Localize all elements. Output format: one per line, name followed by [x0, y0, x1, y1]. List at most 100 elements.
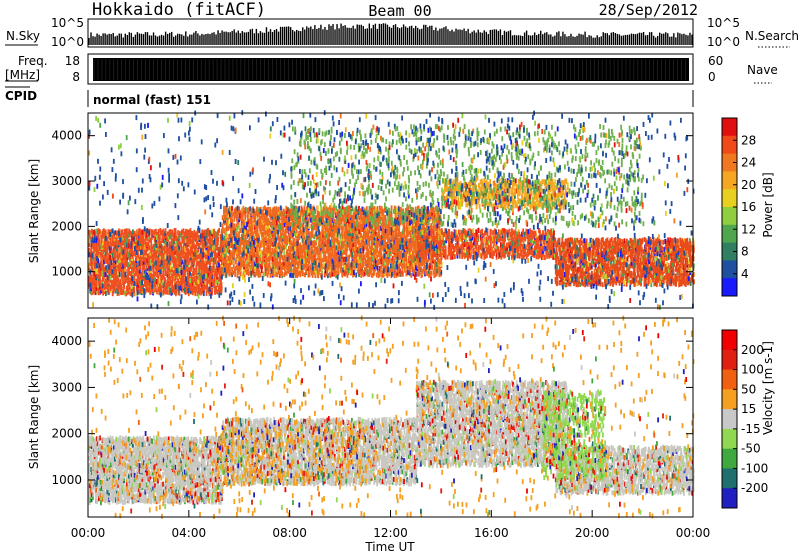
heat-cell — [392, 235, 395, 241]
heat-cell — [161, 238, 163, 243]
nsearch-tick-top: 10^5 — [707, 16, 740, 30]
heat-cell — [223, 244, 226, 250]
heat-cell — [192, 287, 195, 293]
heat-cell — [350, 243, 353, 249]
heat-cell — [348, 263, 351, 269]
heat-cell — [276, 245, 279, 251]
heat-cell — [322, 213, 325, 219]
heat-cell — [111, 279, 113, 285]
heat-cell — [285, 270, 288, 276]
heat-cell — [337, 249, 340, 255]
heat-cell — [368, 228, 371, 234]
heat-cell — [368, 244, 371, 250]
heat-cell — [109, 275, 112, 281]
heat-cell — [323, 221, 326, 227]
heat-cell — [293, 231, 296, 237]
heat-cell — [290, 261, 293, 267]
heat-cell — [238, 253, 241, 259]
heat-cell — [349, 212, 352, 218]
heat-cell — [245, 225, 247, 230]
heat-cell — [331, 240, 334, 246]
heat-cell — [133, 260, 136, 266]
heat-cell — [276, 229, 278, 235]
heat-cell — [162, 259, 164, 265]
heat-cell — [331, 207, 334, 213]
heat-cell — [146, 253, 149, 259]
heat-cell — [256, 245, 258, 250]
heat-cell — [296, 221, 299, 227]
heat-cell — [95, 259, 98, 265]
heat-cell — [174, 231, 177, 237]
heat-cell — [106, 231, 109, 237]
heat-cell — [116, 235, 118, 241]
heat-cell — [217, 285, 220, 291]
heat-cell — [352, 238, 354, 244]
heat-cell — [290, 266, 293, 271]
power-heatmap — [88, 110, 695, 310]
heat-cell — [265, 251, 268, 257]
heat-cell — [225, 213, 228, 219]
heat-cell — [102, 232, 105, 238]
heat-cell — [360, 272, 363, 278]
heat-cell — [295, 259, 298, 265]
heat-cell — [341, 242, 343, 248]
heat-cell — [255, 258, 257, 264]
heat-cell — [176, 251, 179, 257]
heat-cell — [250, 254, 253, 260]
heat-cell — [162, 263, 165, 269]
heat-cell — [126, 237, 128, 243]
heat-cell — [131, 253, 134, 259]
heat-cell — [344, 219, 346, 224]
heat-cell — [371, 243, 374, 249]
heat-cell — [102, 290, 104, 296]
heat-cell — [365, 246, 368, 252]
heat-cell — [123, 254, 126, 260]
heat-cell — [270, 222, 273, 228]
heat-cell — [186, 252, 188, 258]
heat-cell — [338, 260, 341, 266]
heat-cell — [374, 242, 377, 248]
heat-cell — [263, 271, 265, 277]
heat-cell — [375, 245, 378, 251]
heat-cell — [236, 273, 239, 279]
heat-cell — [221, 215, 224, 221]
heat-cell — [267, 257, 269, 263]
heat-cell — [129, 264, 132, 269]
heat-cell — [209, 229, 211, 235]
heat-cell — [116, 284, 119, 290]
heat-cell — [151, 253, 154, 259]
heat-cell — [303, 205, 306, 211]
heat-cell — [223, 235, 226, 241]
heat-cell — [131, 243, 134, 249]
heat-cell — [247, 261, 249, 266]
heat-cell — [107, 229, 110, 235]
heat-cell — [297, 248, 299, 254]
heat-cell — [135, 278, 138, 284]
heat-cell — [185, 246, 188, 251]
heat-cell — [167, 280, 170, 286]
heat-cell — [186, 276, 189, 282]
heat-cell — [394, 239, 397, 244]
heat-cell — [216, 282, 219, 288]
heat-cell — [221, 228, 223, 234]
heat-cell — [308, 223, 310, 229]
heat-cell — [266, 218, 268, 224]
heat-cell — [285, 262, 288, 268]
heat-cell — [308, 241, 311, 247]
heat-cell — [157, 287, 160, 293]
heat-cell — [260, 263, 262, 269]
heat-cell — [351, 236, 353, 242]
heat-cell — [187, 277, 190, 283]
heat-cell — [264, 216, 267, 222]
heat-cell — [343, 231, 346, 237]
heat-cell — [335, 262, 338, 268]
heat-cell — [122, 283, 125, 289]
heat-cell — [265, 248, 268, 253]
heat-cell — [173, 245, 176, 251]
heat-cell — [313, 266, 315, 272]
cpid-label: CPID — [5, 89, 37, 103]
heat-cell — [263, 217, 266, 223]
heat-cell — [245, 248, 247, 254]
heat-cell — [216, 236, 219, 242]
heat-cell — [335, 210, 338, 216]
